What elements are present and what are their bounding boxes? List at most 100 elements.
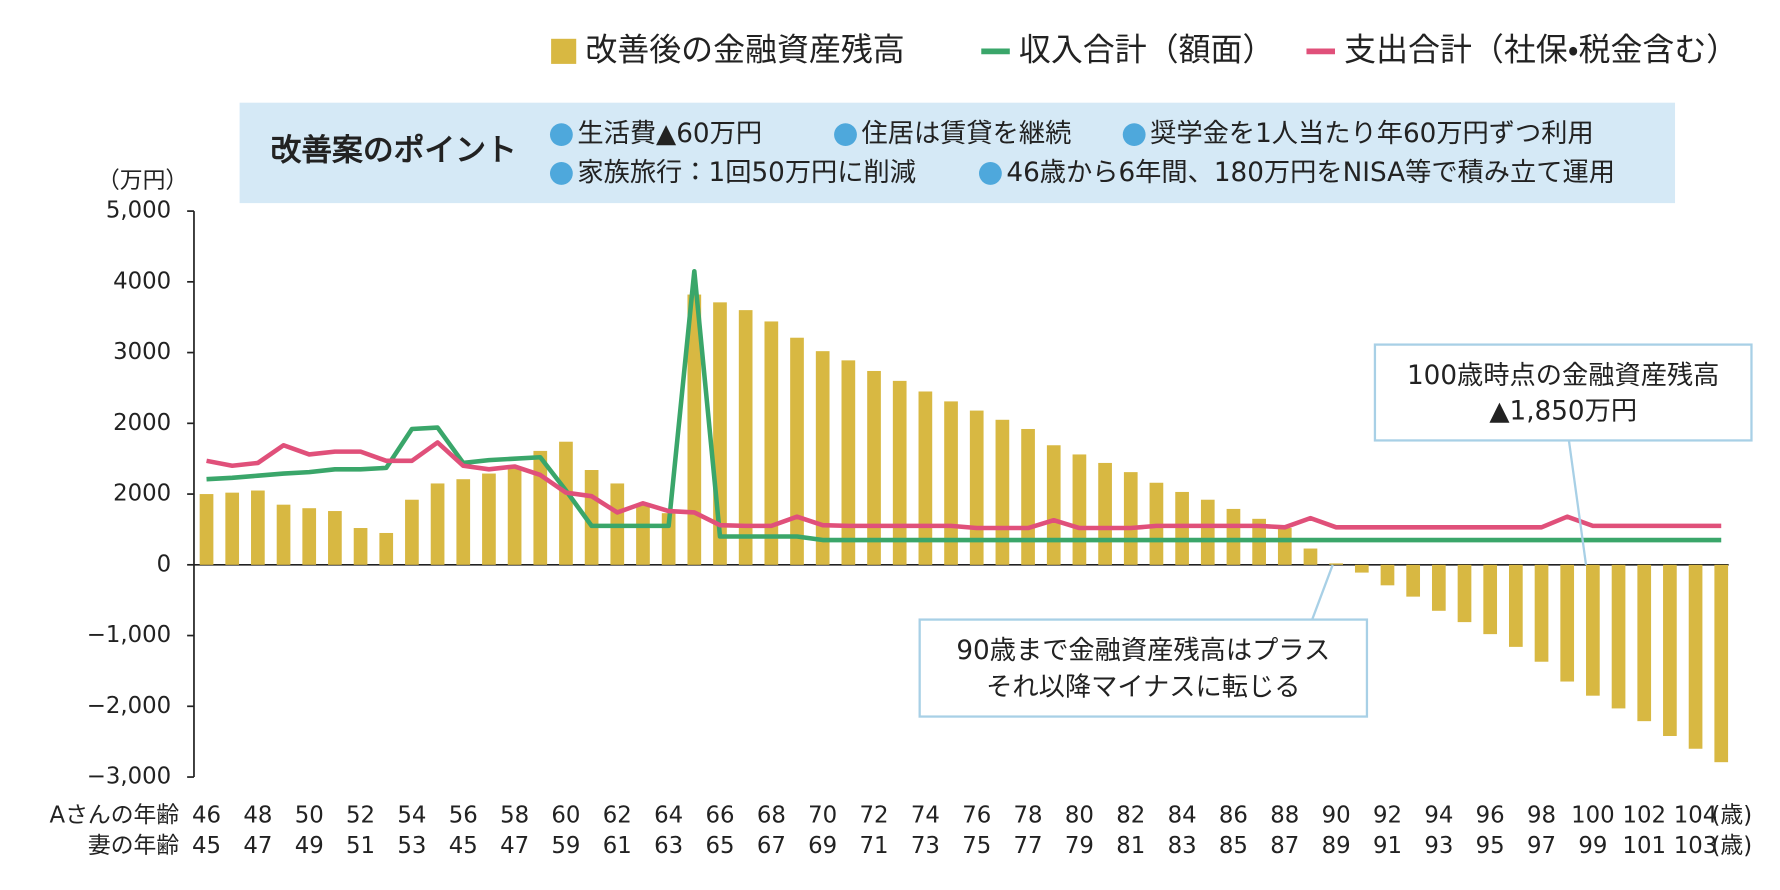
x-tick-label: 95 [1476, 833, 1505, 859]
bar [1303, 548, 1318, 565]
y-tick-label: 5,000 [106, 198, 171, 224]
bar [405, 499, 419, 565]
x-tick-label: 67 [757, 833, 786, 859]
bar [1380, 564, 1395, 586]
bullet [979, 162, 1002, 185]
x-tick-label: 47 [500, 833, 529, 859]
bar [764, 321, 779, 565]
bar [918, 391, 933, 565]
y-tick-label: 4000 [113, 268, 171, 294]
x-tick-label: 85 [1219, 833, 1248, 859]
point-item: 家族旅行：1回50万円に削減 [577, 158, 916, 188]
bar [687, 294, 702, 565]
y-tick-label: −2,000 [87, 693, 171, 719]
point-item: 住居は賃貸を継続 [861, 119, 1071, 149]
bar [1586, 564, 1600, 696]
bar [1406, 564, 1421, 597]
bar [276, 504, 291, 565]
x-tick-label: 81 [1116, 833, 1145, 859]
bar [1226, 508, 1241, 565]
bar [1483, 564, 1498, 635]
x-tick-label: 98 [1527, 802, 1556, 828]
bar [1021, 428, 1035, 565]
x-tick-label: 96 [1476, 802, 1505, 828]
legend-label: 支出合計（社保・税金含む） [1344, 30, 1738, 68]
bar [1611, 564, 1626, 709]
bar [430, 483, 445, 565]
bar [199, 494, 214, 565]
x-tick-label: 63 [654, 833, 683, 859]
callout-box [1373, 343, 1753, 442]
plot: 5,000 4000 3000 2000 2000 0 −1,000 −2,000 −3,000… [87, 198, 1729, 859]
x-tick-label: 47 [243, 833, 272, 859]
y-tick-label: 2000 [113, 410, 171, 436]
bar [1637, 564, 1652, 722]
point-item: 46歳から6年間、180万円をNISA等で積み立て運用 [1006, 158, 1615, 188]
bar [636, 504, 650, 565]
x-tick-label: 91 [1373, 833, 1402, 859]
x-tick-label: 61 [603, 833, 632, 859]
x-tick-label: 69 [808, 833, 837, 859]
x-tick-label: 49 [295, 833, 324, 859]
callout-line [1567, 440, 1588, 565]
x-row-label: 妻の年齢 [88, 833, 179, 859]
legend-swatch [551, 38, 577, 64]
bar [1098, 462, 1112, 565]
y-tick-label: 3000 [113, 339, 171, 365]
x-tick-label: 68 [757, 802, 786, 828]
point-item: 生活費▲60万円 [577, 119, 762, 149]
x-tick-label: 74 [911, 802, 940, 828]
x-tick-label: 100 [1571, 802, 1615, 828]
x-tick-label: 64 [654, 802, 683, 828]
x-tick-label: 75 [962, 833, 991, 859]
bullet [1122, 123, 1146, 147]
x-tick-label: 79 [1065, 833, 1094, 859]
x-tick-label: 58 [500, 802, 529, 828]
x-unit: (歳) [1712, 833, 1753, 859]
bullet [549, 162, 573, 185]
bar [1457, 564, 1472, 623]
x-tick-label: 72 [860, 802, 889, 828]
x-tick-label: 45 [449, 833, 478, 859]
x-tick-label: 45 [192, 833, 221, 859]
x-tick-label: 103 [1674, 833, 1718, 859]
annotation: それ以降マイナスに転じる [986, 673, 1300, 703]
bar [1072, 454, 1087, 565]
point-item: 奨学金を1人当たり年60万円ずつ利用 [1150, 119, 1594, 149]
x-tick-label: 48 [243, 802, 272, 828]
bar [841, 360, 856, 565]
x-tick-label: 82 [1116, 802, 1145, 828]
bar [995, 419, 1010, 565]
callout-line [1311, 564, 1334, 620]
bullet [549, 123, 573, 147]
x-tick-label: 52 [346, 802, 375, 828]
x-tick-label: 88 [1270, 802, 1299, 828]
bar [1431, 564, 1446, 611]
x-tick-label: 104 [1674, 802, 1718, 828]
bar [1688, 564, 1703, 749]
y-tick-label: 2000 [113, 481, 171, 507]
legend-label: 改善後の金融資産残高 [585, 30, 904, 68]
bar [1534, 564, 1549, 662]
bar [1046, 445, 1061, 565]
x-tick-label: 70 [808, 802, 837, 828]
x-tick-label: 56 [449, 802, 478, 828]
annotation: 100歳時点の金融資産残高 [1407, 361, 1719, 391]
x-tick-label: 78 [1014, 802, 1043, 828]
x-unit: (歳) [1712, 802, 1753, 828]
x-tick-label: 76 [962, 802, 991, 828]
x-tick-label: 99 [1578, 833, 1607, 859]
bar [738, 310, 753, 565]
x-tick-label: 89 [1322, 833, 1351, 859]
line [206, 440, 1722, 531]
bar [225, 492, 240, 565]
x-tick-label: 77 [1014, 833, 1043, 859]
x-tick-label: 92 [1373, 802, 1402, 828]
x-tick-label: 46 [192, 802, 221, 828]
bar [1123, 472, 1138, 565]
legend-label: 収入合計（額面） [1019, 30, 1275, 68]
callout-box [918, 618, 1369, 718]
x-tick-label: 80 [1065, 802, 1094, 828]
